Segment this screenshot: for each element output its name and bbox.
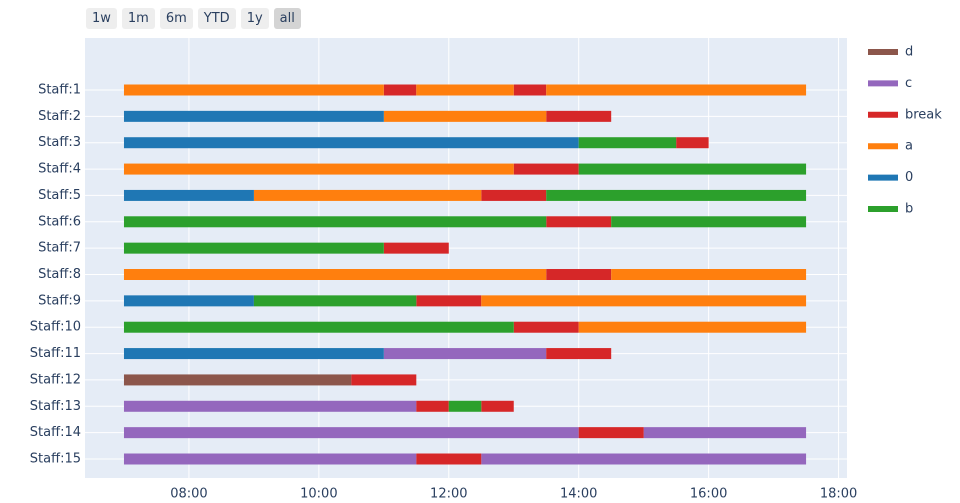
bar	[546, 216, 612, 228]
x-tick-label: 10:00	[300, 487, 337, 502]
bar	[123, 427, 579, 439]
bar	[383, 84, 417, 96]
bar	[481, 400, 514, 412]
bar	[546, 348, 612, 360]
bar	[546, 110, 612, 122]
y-tick-label: Staff:12	[30, 372, 81, 387]
range-button[interactable]: all	[273, 8, 301, 29]
bar	[253, 189, 482, 201]
bar	[578, 163, 807, 175]
bar	[123, 400, 417, 412]
legend-label: a	[905, 139, 913, 154]
legend-label: c	[905, 76, 912, 91]
bar	[123, 163, 514, 175]
y-tick-label: Staff:7	[38, 241, 81, 256]
bar	[513, 163, 579, 175]
bar	[123, 110, 384, 122]
bar	[513, 321, 579, 333]
bar	[481, 295, 807, 307]
bar	[123, 374, 352, 386]
range-button[interactable]: 1w	[86, 8, 117, 29]
range-button[interactable]: 1m	[121, 8, 155, 29]
x-tick-label: 12:00	[430, 487, 467, 502]
bar	[513, 84, 547, 96]
bar	[416, 400, 449, 412]
bar	[416, 295, 482, 307]
y-tick-label: Staff:10	[30, 320, 81, 335]
bar	[123, 242, 384, 254]
bar	[481, 189, 547, 201]
bar	[383, 348, 547, 360]
bar	[578, 427, 644, 439]
x-tick-label: 14:00	[560, 487, 597, 502]
y-tick-label: Staff:14	[30, 425, 81, 440]
y-tick-label: Staff:5	[38, 188, 81, 203]
x-tick-label: 16:00	[690, 487, 727, 502]
bar	[351, 374, 417, 386]
bar	[123, 84, 384, 96]
legend-label: break	[905, 107, 942, 122]
bar	[123, 348, 384, 360]
y-tick-label: Staff:11	[30, 346, 81, 361]
bar	[123, 216, 547, 228]
y-tick-label: Staff:4	[38, 162, 81, 177]
bar	[546, 84, 807, 96]
bar	[123, 189, 254, 201]
range-selector: 1w 1m 6m YTD 1y all	[86, 8, 301, 29]
bar	[416, 453, 482, 465]
legend-label: b	[905, 202, 913, 217]
bar	[676, 137, 709, 149]
bar	[546, 269, 612, 280]
bar	[123, 269, 547, 280]
plot-background	[85, 38, 847, 478]
y-tick-label: Staff:13	[30, 399, 81, 414]
y-tick-label: Staff:8	[38, 267, 81, 282]
x-tick-label: 18:00	[820, 487, 857, 502]
bar	[123, 137, 579, 149]
bar	[416, 84, 514, 96]
bar	[253, 295, 417, 307]
range-button[interactable]: YTD	[197, 8, 236, 29]
bar	[611, 216, 807, 228]
bar	[383, 110, 547, 122]
bar	[123, 295, 254, 307]
y-tick-label: Staff:9	[38, 293, 81, 308]
legend-label: 0	[905, 170, 913, 185]
bar	[481, 453, 807, 465]
bar	[578, 137, 677, 149]
bar	[123, 321, 514, 333]
bar	[383, 242, 449, 254]
y-tick-label: Staff:15	[30, 452, 81, 467]
bar	[611, 269, 807, 280]
bar	[643, 427, 807, 439]
y-tick-label: Staff:6	[38, 214, 81, 229]
bar	[578, 321, 807, 333]
y-tick-label: Staff:2	[38, 109, 81, 124]
legend-label: d	[905, 45, 913, 60]
range-button[interactable]: 1y	[240, 8, 269, 29]
bar	[123, 453, 417, 465]
x-tick-label: 08:00	[170, 487, 207, 502]
bar	[546, 189, 807, 201]
range-button[interactable]: 6m	[159, 8, 193, 29]
y-tick-label: Staff:1	[38, 83, 81, 98]
y-tick-label: Staff:3	[38, 135, 81, 150]
bar	[448, 400, 482, 412]
